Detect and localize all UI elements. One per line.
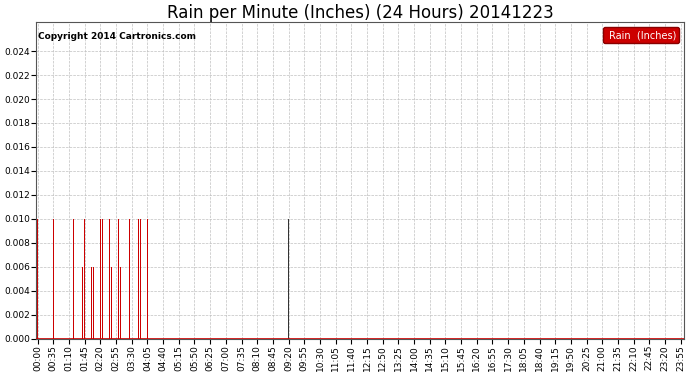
Legend: Rain  (Inches): Rain (Inches) [603, 27, 680, 43]
Title: Rain per Minute (Inches) (24 Hours) 20141223: Rain per Minute (Inches) (24 Hours) 2014… [167, 4, 553, 22]
Text: Copyright 2014 Cartronics.com: Copyright 2014 Cartronics.com [37, 32, 195, 41]
